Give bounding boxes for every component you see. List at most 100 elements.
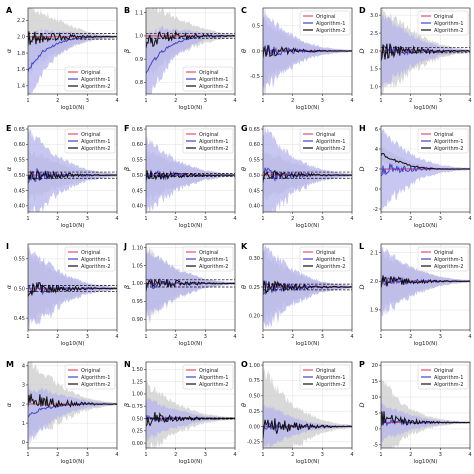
x-tick-label: 3 [86,98,89,104]
x-tick-label: 4 [350,216,353,222]
legend-entry: Algorithm-1 [81,257,110,263]
series-area [263,367,352,448]
legend-entry: Algorithm-2 [199,382,228,388]
x-tick-label: 4 [350,334,353,340]
y-tick-label: 0.60 [132,142,143,148]
legend-box [417,364,469,390]
y-tick-label: 1.00 [132,281,143,287]
x-tick-label: 3 [321,334,324,340]
legend-box [64,364,116,390]
y-tick-label: 10 [372,395,378,401]
legend-entry: Algorithm-1 [199,257,228,263]
y-tick-label: 2 [22,402,25,408]
y-tick-label: 4 [22,364,25,370]
legend-entry: Original [199,132,219,138]
y-tick-label: 1.00 [249,363,260,369]
x-tick-label: 3 [321,98,324,104]
legend-entry: Algorithm-2 [199,264,228,270]
y-axis-label: D [358,48,366,53]
axes-frame [27,7,118,95]
legend-entry: Original [81,250,101,256]
panel-label: K [241,242,248,251]
x-tick-label: 1 [261,452,264,458]
y-tick-label: 2.1 [370,250,378,256]
panel-o: 1 2 3 4 -0.25 0.00 0.25 0.50 0.75 1.00 log10(N) θ O O… [240,360,354,465]
y-tick-label: 0.65 [132,127,143,133]
y-axis-label: β [123,49,131,53]
legend-box [182,66,234,92]
y-tick-label: 1.10 [132,245,143,251]
legend-entry: Algorithm-2 [434,264,463,270]
series-area [146,379,235,448]
legend-box [64,246,116,272]
y-axis-label: θ [240,49,248,53]
legend-entry: Algorithm-1 [434,21,463,27]
x-axis-label: log10(N) [179,105,203,111]
panel-label: O [241,360,248,369]
axes-frame [27,125,118,213]
panel-l: 1 2 3 41.92.02.1log10(N)DLOriginalAlgorithm… [358,242,472,347]
x-tick-label: 3 [86,334,89,340]
y-tick-label: 0.40 [132,204,143,210]
series-algorithm-2 [263,418,352,439]
x-axis-label: log10(N) [296,341,320,347]
y-tick-label: 0.60 [249,142,260,148]
series-algorithm-2 [263,280,352,296]
x-axis-label: log10(N) [179,341,203,347]
y-tick-label: 0 [375,187,378,193]
y-tick-label: 1 [22,421,25,427]
y-axis-label: β [123,285,131,289]
x-axis-label: log10(N) [296,105,320,111]
x-axis-label: log10(N) [179,223,203,229]
series-area [381,8,470,94]
y-axis-label: D [358,402,366,407]
legend-entry: Original [434,14,454,20]
legend-entry: Algorithm-2 [81,146,110,152]
y-tick-label: 2.0 [370,279,378,285]
y-axis-label: D [358,284,366,289]
x-axis-label: log10(N) [296,459,320,465]
legend-entry: Algorithm-1 [316,375,345,381]
x-axis-label: log10(N) [61,105,85,111]
x-tick-label: 4 [350,452,353,458]
y-tick-label: 0.50 [14,173,25,179]
y-tick-label: 0.95 [132,299,143,305]
axes-frame [145,125,236,213]
y-tick-label: 1.50 [132,367,143,373]
y-tick-label: 1.0 [135,34,143,40]
legend-entry: Algorithm-2 [316,264,345,270]
series-area [381,379,470,448]
y-tick-label: 0.25 [132,429,143,435]
y-axis-label: D [358,166,366,171]
x-axis-label: log10(N) [414,459,438,465]
y-tick-label: 2.2 [17,18,25,24]
legend-entry: Algorithm-1 [434,375,463,381]
y-tick-label: 1.9 [370,308,378,314]
x-tick-label: 4 [115,334,118,340]
y-tick-label: 0.9 [135,57,143,63]
y-tick-label: 20 [372,363,378,369]
x-axis-label: log10(N) [414,341,438,347]
y-tick-label: 0.75 [249,378,260,384]
band-algorithm-1 [28,28,117,94]
legend-entry: Original [434,368,454,374]
legend-entry: Algorithm-1 [81,77,110,83]
legend-entry: Algorithm-1 [434,139,463,145]
y-tick-label: 0.55 [14,158,25,164]
y-tick-label: 0.60 [14,142,25,148]
panels: 1 2 3 41.41.61.82.02.2log10(N)αAOriginalAlg… [5,6,472,465]
legend-entry: Original [81,132,101,138]
x-tick-label: 4 [233,98,236,104]
panel-label: L [359,242,364,251]
legend-entry: Algorithm-2 [81,264,110,270]
x-tick-label: 4 [233,452,236,458]
x-axis-label: log10(N) [61,341,85,347]
legend-entry: Algorithm-1 [199,77,228,83]
y-tick-label: 1.4 [17,84,25,90]
panel-label: E [6,124,11,133]
y-tick-label: 0.50 [14,286,25,292]
